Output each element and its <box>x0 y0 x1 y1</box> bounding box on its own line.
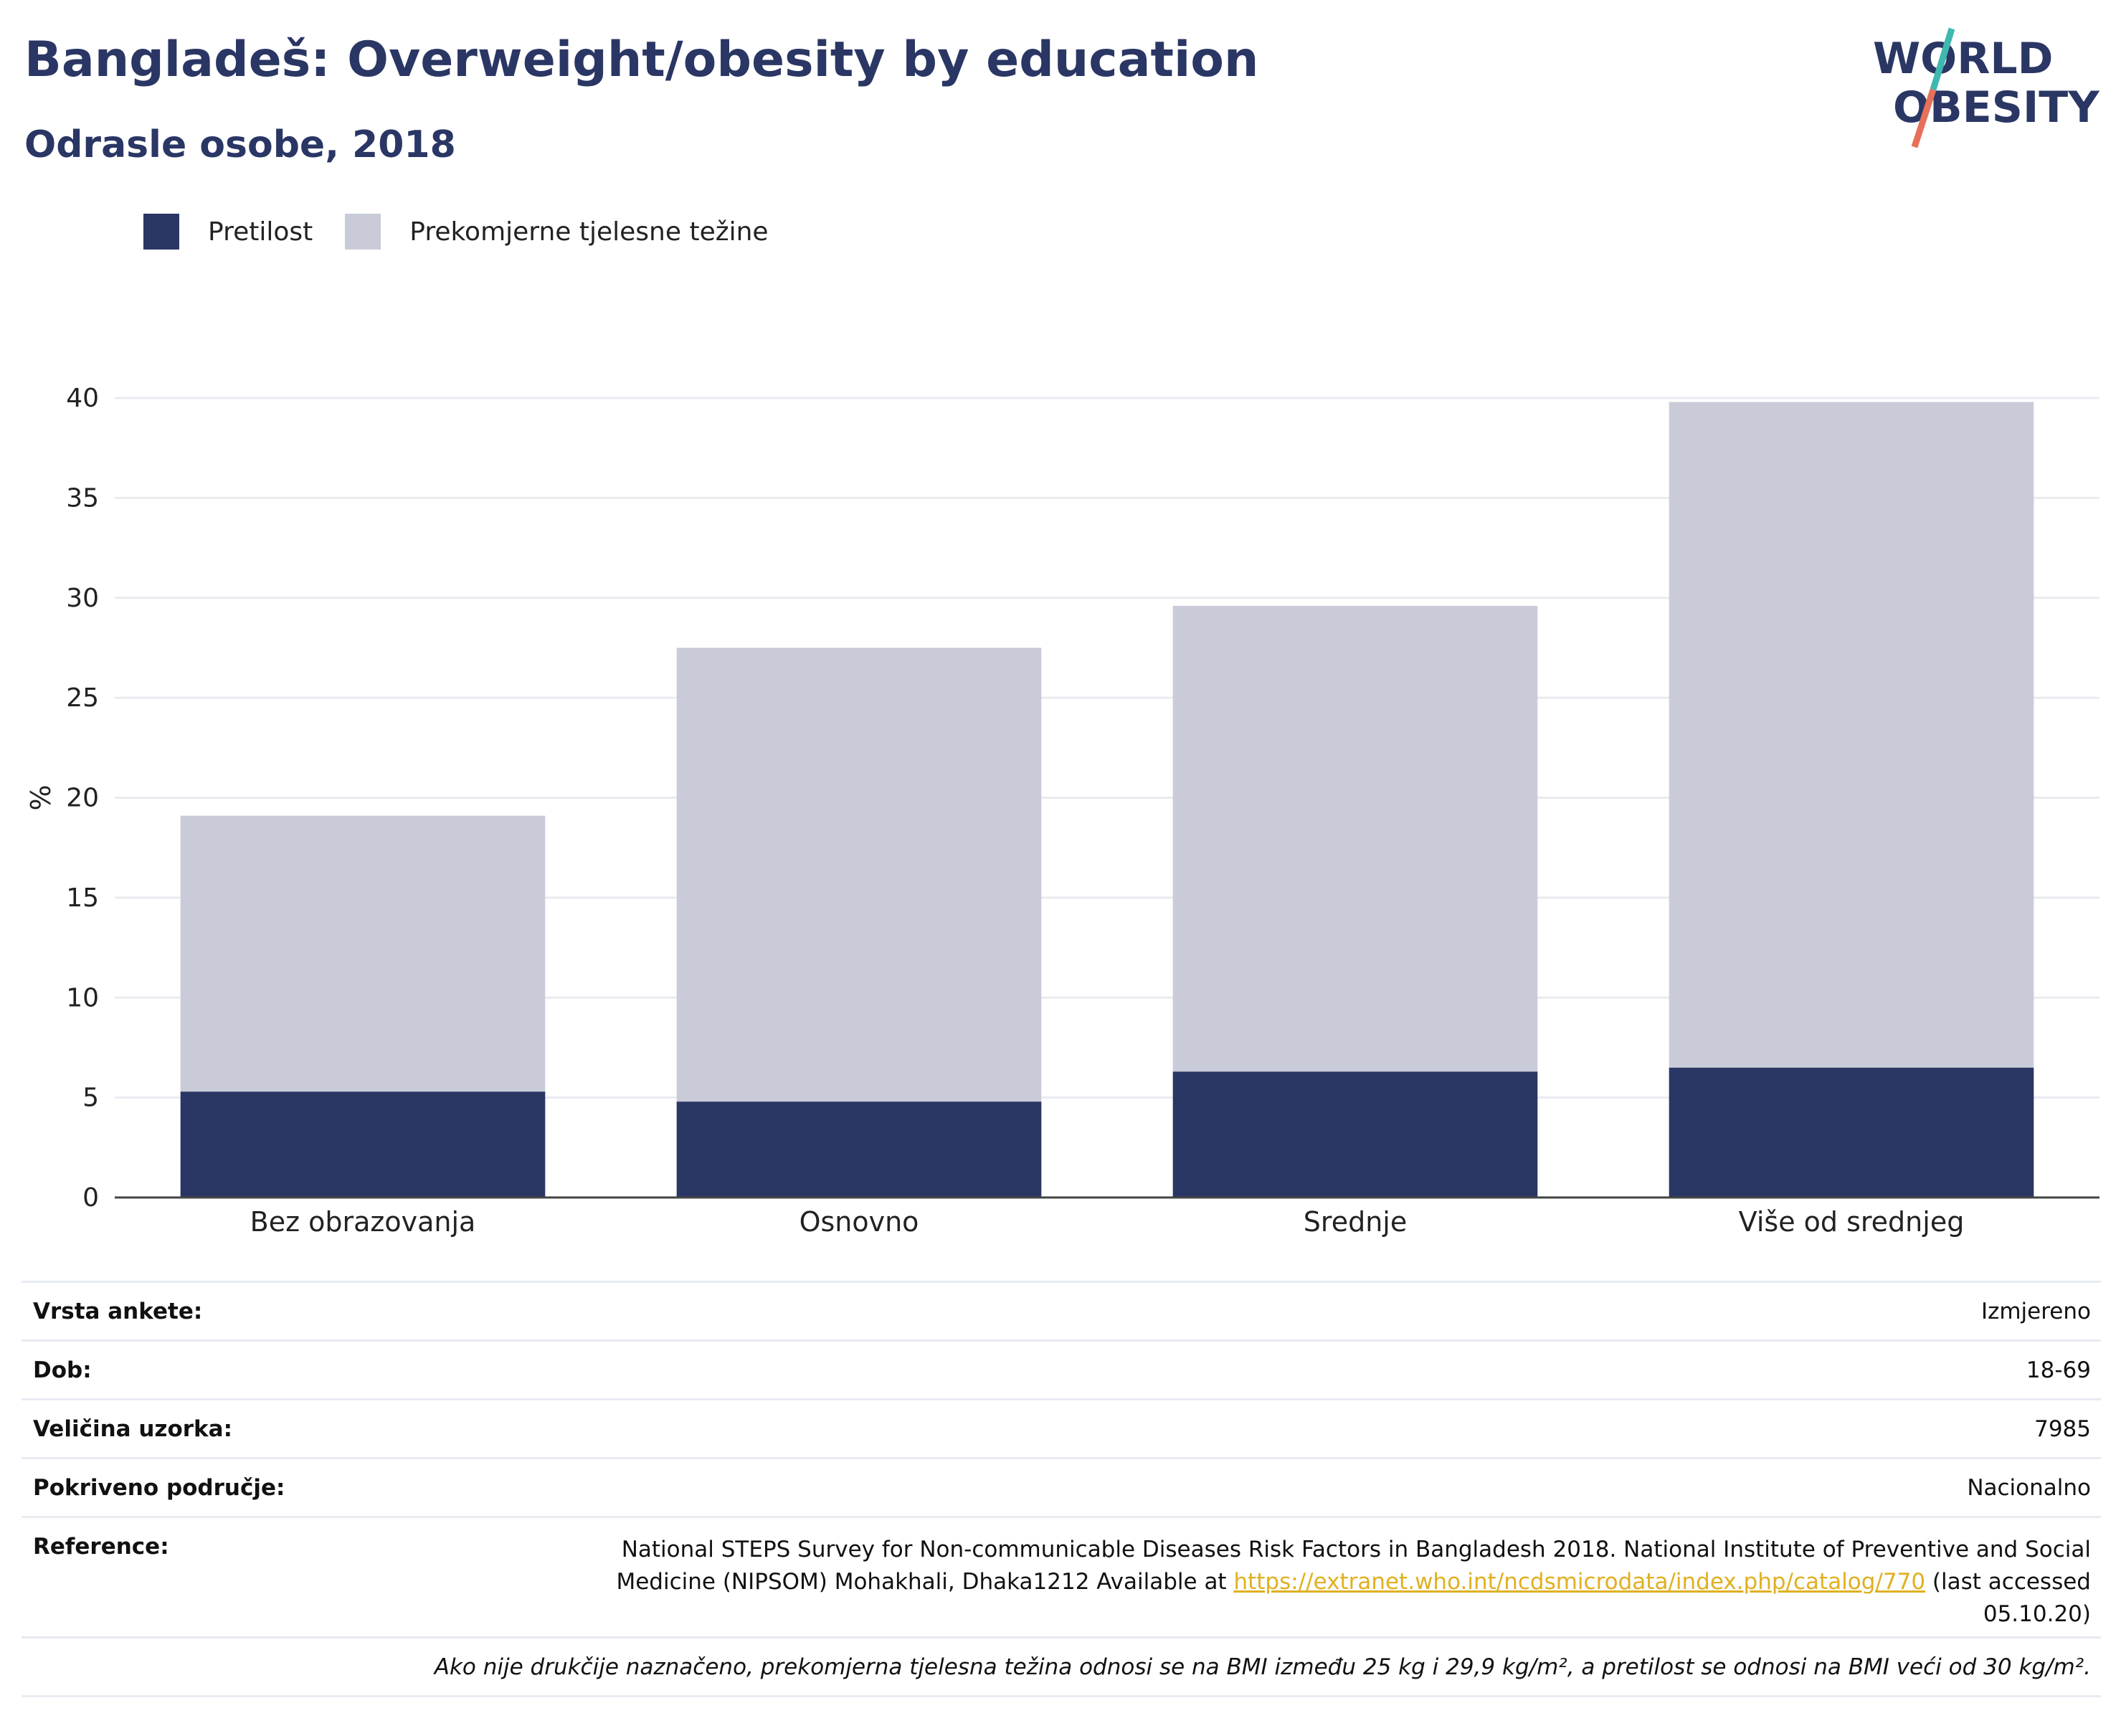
bar-obesity <box>676 1101 1042 1197</box>
meta-bottom-divider <box>22 1695 2101 1697</box>
reference-text-1: National STEPS Survey for Non-communicab… <box>616 1537 2091 1595</box>
bar-obesity <box>1172 1071 1538 1197</box>
meta-row-age: Dob: 18-69 <box>22 1339 2101 1398</box>
x-tick-label: Više od srednjeg <box>1739 1206 1965 1238</box>
logo-line1: WORLD <box>1873 34 2053 84</box>
bar-overweight <box>1669 402 2034 1068</box>
meta-label-age: Dob: <box>33 1357 92 1383</box>
bar-chart: 0 5 10 15 20 25 30 35 40% Bez obrazovanja Osnovno S… <box>25 384 2099 1238</box>
meta-value-sample: 7985 <box>2034 1416 2091 1442</box>
meta-label-area: Pokriveno područje: <box>33 1475 285 1501</box>
meta-row-area: Pokriveno područje: Nacionalno <box>22 1457 2101 1516</box>
legend-label-overweight: Prekomjerne tjelesne težine <box>409 217 769 247</box>
x-tick-label: Bez obrazovanja <box>250 1206 476 1238</box>
y-tick-label: 20 <box>66 784 99 813</box>
legend-label-obesity: Pretilost <box>208 217 313 247</box>
metadata-table: Vrsta ankete: Izmjereno Dob: 18-69 Velič… <box>22 1281 2101 1697</box>
meta-label-sample: Veličina uzorka: <box>33 1416 232 1442</box>
meta-label-survey-type: Vrsta ankete: <box>33 1299 203 1324</box>
y-axis-label: % <box>25 784 57 810</box>
x-tick-label: Osnovno <box>799 1206 919 1238</box>
reference-link[interactable]: https://extranet.who.int/ncdsmicrodata/i… <box>1233 1569 1926 1595</box>
meta-label-reference: Reference: <box>33 1534 169 1560</box>
chart-legend: Pretilost Prekomjerne tjelesne težine <box>143 213 801 250</box>
chart-title: Bangladeš: Overweight/obesity by educati… <box>24 32 1259 88</box>
meta-row-note: Ako nije drukčije naznačeno, prekomjerna… <box>22 1636 2101 1695</box>
legend-item-obesity[interactable]: Pretilost <box>143 214 313 250</box>
meta-row-reference: Reference: National STEPS Survey for Non… <box>22 1516 2101 1636</box>
y-tick-label: 25 <box>66 683 99 713</box>
bar-overweight <box>1172 605 1538 1072</box>
y-tick-label: 40 <box>66 384 99 413</box>
y-tick-label: 5 <box>82 1083 99 1113</box>
meta-value-reference: National STEPS Survey for Non-communicab… <box>614 1534 2091 1631</box>
meta-value-age: 18-69 <box>2026 1357 2091 1383</box>
legend-item-overweight[interactable]: Prekomjerne tjelesne težine <box>345 214 769 250</box>
world-obesity-logo: WORLD OBESITY <box>1873 27 2100 148</box>
y-tick-label: 0 <box>82 1183 99 1213</box>
y-tick-label: 10 <box>66 983 99 1012</box>
y-tick-label: 15 <box>66 883 99 913</box>
bar-obesity <box>180 1091 546 1197</box>
meta-row-survey-type: Vrsta ankete: Izmjereno <box>22 1281 2101 1339</box>
legend-swatch-overweight <box>345 214 381 250</box>
reference-text-2: (last accessed 05.10.20) <box>1925 1569 2091 1627</box>
bar-overweight <box>180 815 546 1092</box>
bmi-definition-note: Ako nije drukčije naznačeno, prekomjerna… <box>434 1654 2091 1680</box>
chart-subtitle: Odrasle osobe, 2018 <box>24 123 456 166</box>
bar-overweight <box>676 648 1042 1102</box>
bar-obesity <box>1669 1067 2034 1197</box>
x-tick-label: Srednje <box>1304 1206 1407 1238</box>
y-tick-label: 30 <box>66 584 99 613</box>
meta-row-sample: Veličina uzorka: 7985 <box>22 1398 2101 1457</box>
meta-value-survey-type: Izmjereno <box>1980 1299 2091 1324</box>
y-tick-label: 35 <box>66 483 99 513</box>
meta-value-area: Nacionalno <box>1967 1475 2091 1501</box>
legend-swatch-obesity <box>143 214 179 250</box>
